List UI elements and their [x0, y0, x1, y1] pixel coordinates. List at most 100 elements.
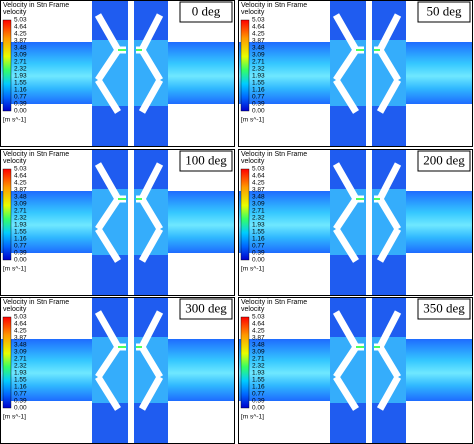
- panel: Velocity in Stn Framevelocity5.034.644.2…: [238, 149, 473, 296]
- colorbar-tick-label: 5.03: [14, 166, 27, 173]
- colorbar-tick-label: 2.71: [252, 208, 265, 215]
- colorbar-tick-label: 2.71: [14, 208, 27, 215]
- colorbar-tick-label: 3.09: [14, 52, 27, 59]
- colorbar-tick-label: 5.03: [252, 166, 265, 173]
- angle-box: [417, 1, 471, 23]
- legend-title: Velocity in Stn Frame: [3, 151, 69, 158]
- angle-label: 350 deg: [423, 300, 465, 315]
- legend-unit: [m s^-1]: [3, 414, 26, 421]
- legend-title: Velocity in Stn Frame: [3, 2, 69, 9]
- colorbar-tick-label: 4.25: [14, 31, 27, 38]
- angle-label: 300 deg: [185, 300, 227, 315]
- colorbar-tick-label: 4.25: [252, 180, 265, 187]
- colorbar-tick-label: 0.39: [14, 250, 27, 257]
- colorbar-tick-label: 0.39: [252, 398, 265, 405]
- colorbar-tick-label: 3.48: [252, 45, 265, 52]
- colorbar-tick-label: 0.00: [252, 108, 265, 115]
- gap: [366, 298, 372, 443]
- angle-box: [417, 298, 471, 320]
- colorbar-tick-label: 3.87: [14, 187, 27, 194]
- colorbar-tick-label: 4.64: [14, 321, 27, 328]
- colorbar-tick-label: 2.32: [252, 215, 265, 222]
- legend-title: Velocity in Stn Frame: [241, 151, 307, 158]
- colorbar-tick-label: 1.16: [252, 87, 265, 94]
- legend-title: Velocity in Stn Frame: [241, 2, 307, 9]
- colorbar-tick-label: 0.77: [252, 243, 265, 250]
- colorbar-tick-label: 0.77: [14, 243, 27, 250]
- colorbar-tick-label: 4.64: [14, 24, 27, 31]
- colorbar-tick-label: 1.55: [14, 229, 27, 236]
- colorbar-tick-label: 3.48: [14, 194, 27, 201]
- colorbar-tick-label: 1.55: [252, 229, 265, 236]
- colorbar-tick-label: 2.32: [14, 363, 27, 370]
- colorbar-tick-label: 0.00: [14, 257, 27, 264]
- colorbar-tick-label: 2.32: [14, 215, 27, 222]
- colorbar-tick-label: 0.39: [14, 101, 27, 108]
- panel: Velocity in Stn Framevelocity5.034.644.2…: [0, 149, 235, 296]
- panel: Velocity in Stn Framevelocity5.034.644.2…: [0, 0, 235, 147]
- colorbar-tick-label: 2.32: [252, 66, 265, 73]
- colorbar-tick-label: 1.55: [14, 80, 27, 87]
- colorbar-tick-label: 3.09: [14, 201, 27, 208]
- colorbar-tick-label: 5.03: [14, 314, 27, 321]
- gap: [128, 150, 134, 295]
- colorbar: [2, 19, 12, 112]
- colorbar-tick-label: 3.87: [14, 38, 27, 45]
- colorbar-tick-label: 1.55: [14, 377, 27, 384]
- legend-unit: [m s^-1]: [3, 266, 26, 273]
- colorbar-tick-label: 0.00: [14, 108, 27, 115]
- panel: Velocity in Stn Framevelocity5.034.644.2…: [238, 0, 473, 147]
- colorbar: [240, 19, 250, 112]
- legend-title: Velocity in Stn Frame: [3, 299, 69, 306]
- legend-unit: [m s^-1]: [241, 266, 264, 273]
- colorbar-tick-label: 1.93: [14, 222, 27, 229]
- angle-label: 200 deg: [423, 152, 465, 167]
- colorbar-tick-label: 1.93: [252, 222, 265, 229]
- legend-unit: [m s^-1]: [241, 117, 264, 124]
- legend-title: Velocity in Stn Frame: [241, 299, 307, 306]
- colorbar-tick-label: 2.32: [252, 363, 265, 370]
- colorbar-tick-label: 2.71: [14, 356, 27, 363]
- colorbar-tick-label: 3.87: [252, 335, 265, 342]
- colorbar: [2, 168, 12, 261]
- colorbar-tick-label: 3.09: [252, 201, 265, 208]
- colorbar-tick-label: 0.77: [252, 94, 265, 101]
- colorbar: [240, 316, 250, 409]
- colorbar-tick-label: 0.77: [14, 391, 27, 398]
- colorbar-tick-label: 3.09: [14, 349, 27, 356]
- angle-label: 100 deg: [185, 152, 227, 167]
- colorbar-tick-label: 3.48: [14, 45, 27, 52]
- colorbar-tick-label: 1.93: [252, 370, 265, 377]
- legend-subtitle: velocity: [3, 9, 27, 16]
- legend-subtitle: velocity: [241, 158, 265, 165]
- colorbar-tick-label: 4.64: [252, 321, 265, 328]
- colorbar-tick-label: 0.00: [252, 257, 265, 264]
- colorbar-tick-label: 4.25: [252, 328, 265, 335]
- colorbar-tick-label: 0.39: [252, 250, 265, 257]
- panel: Velocity in Stn Framevelocity5.034.644.2…: [238, 297, 473, 444]
- legend-subtitle: velocity: [241, 306, 265, 313]
- colorbar-tick-label: 0.00: [252, 405, 265, 412]
- colorbar: [240, 168, 250, 261]
- colorbar-tick-label: 2.71: [252, 59, 265, 66]
- panel: Velocity in Stn Framevelocity5.034.644.2…: [0, 297, 235, 444]
- colorbar-tick-label: 3.09: [252, 52, 265, 59]
- colorbar-tick-label: 1.16: [252, 236, 265, 243]
- colorbar-tick-label: 5.03: [14, 17, 27, 24]
- colorbar-tick-label: 4.25: [14, 328, 27, 335]
- gap: [128, 1, 134, 146]
- colorbar: [2, 316, 12, 409]
- angle-box: [179, 150, 233, 172]
- colorbar-tick-label: 0.77: [252, 391, 265, 398]
- angle-box: [179, 298, 233, 320]
- colorbar-tick-label: 1.16: [252, 384, 265, 391]
- colorbar-tick-label: 1.16: [14, 384, 27, 391]
- gap: [366, 150, 372, 295]
- colorbar-tick-label: 0.00: [14, 405, 27, 412]
- colorbar-tick-label: 5.03: [252, 314, 265, 321]
- legend-subtitle: velocity: [3, 158, 27, 165]
- colorbar-tick-label: 2.71: [252, 356, 265, 363]
- legend-subtitle: velocity: [3, 306, 27, 313]
- colorbar-tick-label: 3.87: [252, 187, 265, 194]
- angle-box: [179, 1, 233, 23]
